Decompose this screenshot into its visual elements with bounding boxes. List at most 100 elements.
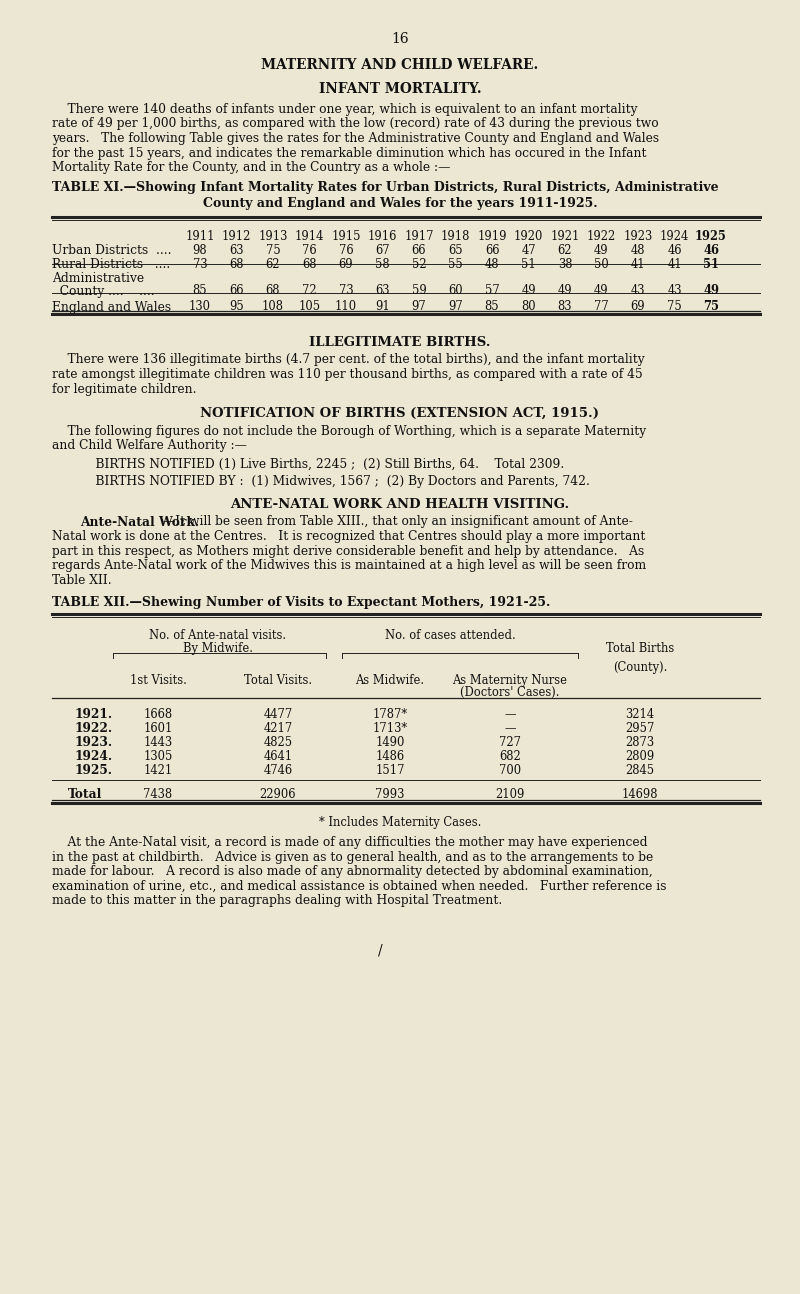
Text: 95: 95 — [229, 300, 244, 313]
Text: 130: 130 — [189, 300, 211, 313]
Text: The following figures do not include the Borough of Worthing, which is a separat: The following figures do not include the… — [52, 424, 646, 437]
Text: 1921.: 1921. — [75, 708, 113, 721]
Text: 57: 57 — [485, 285, 499, 298]
Text: Total Births: Total Births — [606, 642, 674, 655]
Text: 108: 108 — [262, 300, 284, 313]
Text: 91: 91 — [375, 300, 390, 313]
Text: 2845: 2845 — [626, 763, 654, 776]
Text: 4746: 4746 — [263, 763, 293, 776]
Text: 98: 98 — [193, 243, 207, 256]
Text: INFANT MORTALITY.: INFANT MORTALITY. — [318, 82, 482, 96]
Text: Table XII.: Table XII. — [52, 573, 112, 586]
Text: Rural Districts   ....: Rural Districts .... — [52, 258, 170, 270]
Text: Total: Total — [68, 788, 102, 801]
Text: 2809: 2809 — [626, 751, 654, 763]
Text: 66: 66 — [412, 243, 426, 256]
Text: 47: 47 — [521, 243, 536, 256]
Text: 73: 73 — [338, 285, 354, 298]
Text: Urban Districts  ....: Urban Districts .... — [52, 243, 171, 256]
Text: There were 140 deaths of infants under one year, which is equivalent to an infan: There were 140 deaths of infants under o… — [52, 104, 638, 116]
Text: ILLEGITIMATE BIRTHS.: ILLEGITIMATE BIRTHS. — [310, 335, 490, 348]
Text: 105: 105 — [298, 300, 321, 313]
Text: 85: 85 — [193, 285, 207, 298]
Text: 48: 48 — [630, 243, 646, 256]
Text: 1443: 1443 — [143, 736, 173, 749]
Text: in the past at childbirth.   Advice is given as to general health, and as to the: in the past at childbirth. Advice is giv… — [52, 850, 654, 863]
Text: As Maternity Nurse: As Maternity Nurse — [453, 674, 567, 687]
Text: 50: 50 — [594, 258, 609, 270]
Text: 3214: 3214 — [626, 708, 654, 721]
Text: years.   The following Table gives the rates for the Administrative County and E: years. The following Table gives the rat… — [52, 132, 659, 145]
Text: 46: 46 — [703, 243, 719, 256]
Text: 83: 83 — [558, 300, 572, 313]
Text: 682: 682 — [499, 751, 521, 763]
Text: regards Ante-Natal work of the Midwives this is maintained at a high level as wi: regards Ante-Natal work of the Midwives … — [52, 559, 646, 572]
Text: made for labour.   A record is also made of any abnormality detected by abdomina: made for labour. A record is also made o… — [52, 864, 653, 879]
Text: County and England and Wales for the years 1911-1925.: County and England and Wales for the yea… — [202, 197, 598, 210]
Text: 66: 66 — [485, 243, 499, 256]
Text: 1490: 1490 — [375, 736, 405, 749]
Text: part in this respect, as Mothers might derive considerable benefit and help by a: part in this respect, as Mothers might d… — [52, 545, 644, 558]
Text: 63: 63 — [375, 285, 390, 298]
Text: 1922: 1922 — [587, 229, 616, 242]
Text: 1486: 1486 — [375, 751, 405, 763]
Text: 110: 110 — [335, 300, 357, 313]
Text: —: — — [504, 722, 516, 735]
Text: 1923.: 1923. — [75, 736, 113, 749]
Text: 2957: 2957 — [626, 722, 654, 735]
Text: 41: 41 — [667, 258, 682, 270]
Text: BIRTHS NOTIFIED BY :  (1) Midwives, 1567 ;  (2) By Doctors and Parents, 742.: BIRTHS NOTIFIED BY : (1) Midwives, 1567 … — [80, 475, 590, 489]
Text: rate of 49 per 1,000 births, as compared with the low (record) rate of 43 during: rate of 49 per 1,000 births, as compared… — [52, 118, 658, 131]
Text: 1923: 1923 — [623, 229, 653, 242]
Text: 1919: 1919 — [478, 229, 506, 242]
Text: 700: 700 — [499, 763, 521, 776]
Text: At the Ante-Natal visit, a record is made of any difficulties the mother may hav: At the Ante-Natal visit, a record is mad… — [52, 836, 647, 849]
Text: rate amongst illegitimate children was 110 per thousand births, as compared with: rate amongst illegitimate children was 1… — [52, 367, 642, 380]
Text: TABLE XI.—Showing Infant Mortality Rates for Urban Districts, Rural Districts, A: TABLE XI.—Showing Infant Mortality Rates… — [52, 181, 718, 194]
Text: Natal work is done at the Centres.   It is recognized that Centres should play a: Natal work is done at the Centres. It is… — [52, 531, 646, 543]
Text: County ....    ....: County .... .... — [52, 285, 154, 298]
Text: for the past 15 years, and indicates the remarkable diminution which has occured: for the past 15 years, and indicates the… — [52, 146, 646, 159]
Text: (County).: (County). — [613, 661, 667, 674]
Text: 1924.: 1924. — [75, 751, 113, 763]
Text: 4641: 4641 — [263, 751, 293, 763]
Text: Ante-Natal Work.: Ante-Natal Work. — [80, 515, 199, 528]
Text: 1920: 1920 — [514, 229, 543, 242]
Text: 48: 48 — [485, 258, 499, 270]
Text: 14698: 14698 — [622, 788, 658, 801]
Text: 1912: 1912 — [222, 229, 251, 242]
Text: There were 136 illegitimate births (4.7 per cent. of the total births), and the : There were 136 illegitimate births (4.7 … — [52, 353, 645, 366]
Text: 1787*: 1787* — [373, 708, 407, 721]
Text: 52: 52 — [412, 258, 426, 270]
Text: 97: 97 — [448, 300, 463, 313]
Text: for legitimate children.: for legitimate children. — [52, 383, 197, 396]
Text: 1921: 1921 — [550, 229, 580, 242]
Text: 69: 69 — [338, 258, 354, 270]
Text: 16: 16 — [391, 32, 409, 47]
Text: 80: 80 — [521, 300, 536, 313]
Text: 1911: 1911 — [186, 229, 214, 242]
Text: Mortality Rate for the County, and in the Country as a whole :—: Mortality Rate for the County, and in th… — [52, 160, 450, 173]
Text: 49: 49 — [594, 285, 609, 298]
Text: 77: 77 — [594, 300, 609, 313]
Text: 1922.: 1922. — [75, 722, 113, 735]
Text: 51: 51 — [521, 258, 536, 270]
Text: 49: 49 — [521, 285, 536, 298]
Text: 68: 68 — [230, 258, 244, 270]
Text: /: / — [378, 943, 382, 958]
Text: No. of cases attended.: No. of cases attended. — [385, 629, 515, 642]
Text: (Doctors' Cases).: (Doctors' Cases). — [460, 686, 560, 699]
Text: * Includes Maternity Cases.: * Includes Maternity Cases. — [319, 817, 481, 829]
Text: 65: 65 — [448, 243, 463, 256]
Text: By Midwife.: By Midwife. — [183, 642, 253, 655]
Text: 63: 63 — [230, 243, 244, 256]
Text: 43: 43 — [667, 285, 682, 298]
Text: 69: 69 — [630, 300, 646, 313]
Text: examination of urine, etc., and medical assistance is obtained when needed.   Fu: examination of urine, etc., and medical … — [52, 880, 666, 893]
Text: 1421: 1421 — [143, 763, 173, 776]
Text: 7438: 7438 — [143, 788, 173, 801]
Text: —It will be seen from Table XIII., that only an insignificant amount of Ante-: —It will be seen from Table XIII., that … — [163, 515, 633, 528]
Text: 75: 75 — [266, 243, 280, 256]
Text: 41: 41 — [630, 258, 646, 270]
Text: 1924: 1924 — [660, 229, 689, 242]
